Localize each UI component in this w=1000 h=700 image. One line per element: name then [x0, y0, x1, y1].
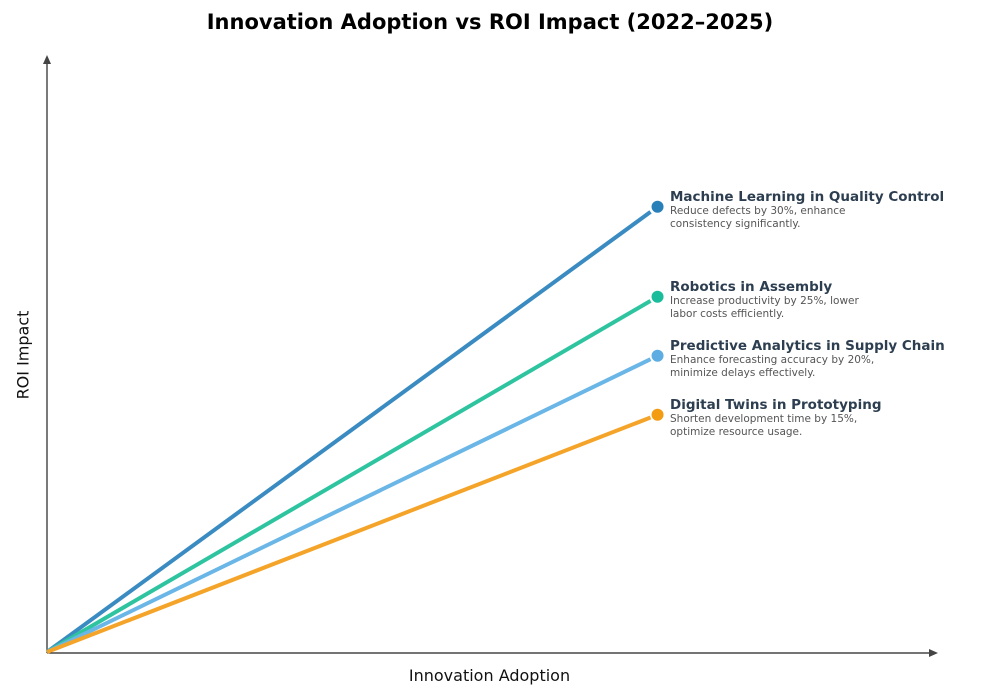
series-description: Increase productivity by 25%, lower labo… [670, 294, 859, 320]
series-endpoint-marker [651, 200, 664, 213]
series-line [45, 299, 652, 654]
series-name-label: Digital Twins in Prototyping [670, 396, 882, 413]
chart-title: Innovation Adoption vs ROI Impact (2022–… [206, 10, 774, 34]
series-annotation: Predictive Analytics in Supply Chain Enha… [670, 338, 945, 380]
series-annotation: Digital Twins in Prototyping Shorten deve… [670, 397, 882, 439]
series-annotation: Robotics in Assembly Increase productivit… [670, 279, 880, 321]
x-axis-arrow-icon [929, 649, 938, 657]
series-endpoint-marker [651, 349, 664, 362]
x-axis-label: Innovation Adoption [408, 666, 571, 685]
series-name-label: Machine Learning in Quality Control [670, 188, 945, 205]
series-description: Enhance forecasting accuracy by 20%, min… [670, 353, 875, 379]
series-line [46, 357, 652, 654]
series-name-label: Predictive Analytics in Supply Chain [670, 337, 945, 354]
series-endpoint-marker [651, 408, 664, 421]
series-description: Shorten development time by 15%, optimiz… [670, 412, 858, 438]
y-axis-arrow-icon [43, 55, 51, 64]
series-annotation: Machine Learning in Quality Control Reduc… [670, 189, 944, 231]
series-line [46, 415, 652, 654]
series-name-label: Robotics in Assembly [670, 278, 833, 295]
series-description: Reduce defects by 30%, enhance consisten… [670, 204, 846, 230]
series-line [45, 210, 652, 654]
series-endpoint-marker [651, 290, 664, 303]
